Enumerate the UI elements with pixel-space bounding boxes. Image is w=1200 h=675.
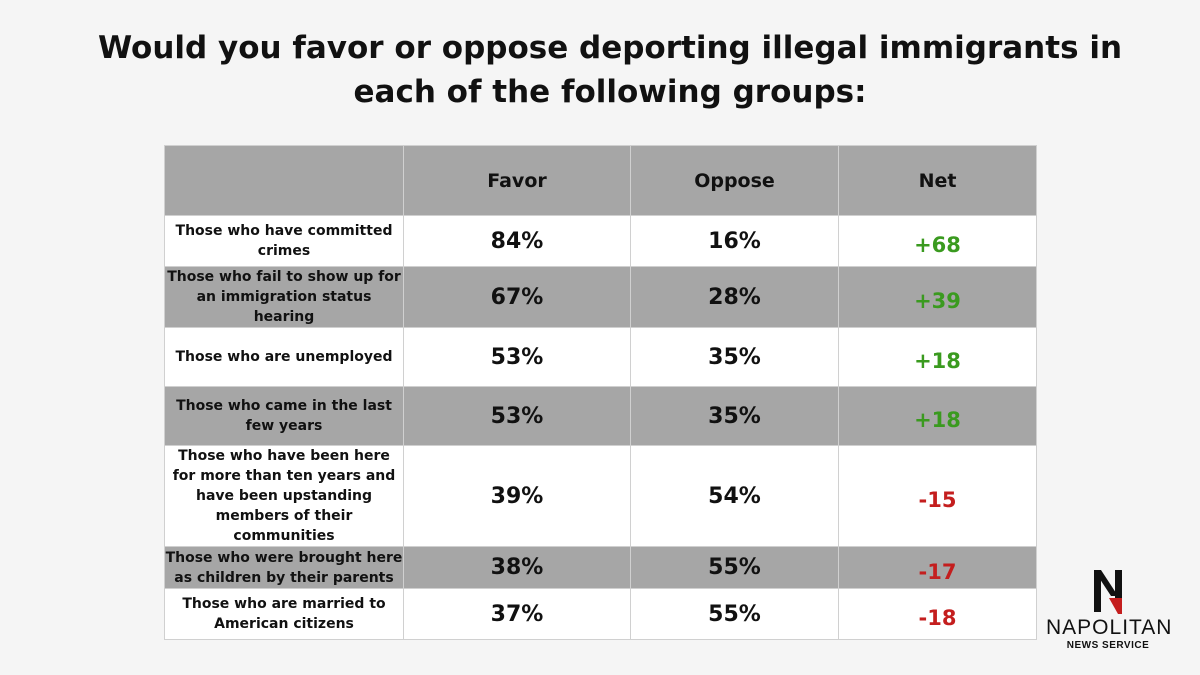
table-row: Those who were brought here as children … <box>164 546 1037 589</box>
net-value: +18 <box>838 386 1037 446</box>
net-text: -17 <box>918 559 957 584</box>
chart-title: Would you favor or oppose deporting ille… <box>97 30 1123 110</box>
results-table: Favor Oppose Net Those who have committe… <box>164 145 1037 640</box>
group-label: Those who came in the last few years <box>164 386 404 446</box>
logo-name: NAPOLITAN <box>1046 616 1173 639</box>
group-label: Those who have been here for more than t… <box>164 445 404 547</box>
net-text: -18 <box>918 606 957 630</box>
net-value: +68 <box>838 215 1037 267</box>
oppose-value: 55% <box>630 588 839 640</box>
group-label: Those who are unemployed <box>164 327 404 387</box>
net-value: -17 <box>838 546 1037 589</box>
group-label: Those who were brought here as children … <box>164 546 404 589</box>
oppose-value: 28% <box>630 266 839 328</box>
net-value: +18 <box>838 327 1037 387</box>
table-row: Those who came in the last few years 53% 3… <box>164 386 1037 446</box>
column-header-net: Net <box>838 145 1037 216</box>
favor-value: 39% <box>403 445 631 547</box>
table-row: Those who have committed crimes 84% 16% +68 <box>164 215 1037 267</box>
oppose-value: 35% <box>630 386 839 446</box>
header-row: Favor Oppose Net <box>164 145 1037 216</box>
oppose-value: 55% <box>630 546 839 589</box>
napolitan-n-logo-icon <box>1094 570 1122 614</box>
column-header-favor: Favor <box>403 145 631 216</box>
group-label: Those who fail to show up for an immigra… <box>164 266 404 328</box>
favor-value: 53% <box>403 327 631 387</box>
net-value: -18 <box>838 588 1037 640</box>
group-label: Those who are married to American citize… <box>164 588 404 640</box>
net-text: +18 <box>914 408 961 432</box>
table-row: Those who are unemployed 53% 35% +18 <box>164 327 1037 387</box>
net-text: +18 <box>914 349 961 373</box>
favor-value: 67% <box>403 266 631 328</box>
net-text: +68 <box>914 233 961 257</box>
favor-value: 84% <box>403 215 631 267</box>
table-row: Those who are married to American citize… <box>164 588 1037 640</box>
table-row: Those who have been here for more than t… <box>164 445 1037 547</box>
group-label: Those who have committed crimes <box>164 215 404 267</box>
napolitan-logo: NAPOLITAN NEWS SERVICE <box>1046 568 1173 651</box>
oppose-value: 54% <box>630 445 839 547</box>
favor-value: 38% <box>403 546 631 589</box>
column-header-group <box>164 145 404 216</box>
column-header-oppose: Oppose <box>630 145 839 216</box>
net-value: +39 <box>838 266 1037 328</box>
net-text: -15 <box>918 488 957 512</box>
oppose-value: 35% <box>630 327 839 387</box>
net-text: +39 <box>914 289 961 313</box>
logo-subtitle: NEWS SERVICE <box>1066 640 1150 651</box>
table-row: Those who fail to show up for an immigra… <box>164 266 1037 328</box>
oppose-value: 16% <box>630 215 839 267</box>
favor-value: 53% <box>403 386 631 446</box>
net-value: -15 <box>838 445 1037 547</box>
favor-value: 37% <box>403 588 631 640</box>
